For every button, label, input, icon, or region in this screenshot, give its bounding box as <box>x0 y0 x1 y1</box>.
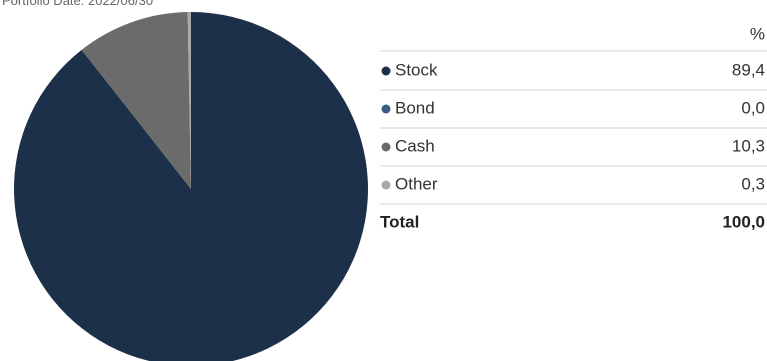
legend-marker <box>381 180 391 190</box>
total-label: Total <box>380 212 419 231</box>
value-label: 0,0 <box>741 98 765 117</box>
legend-label: Bond <box>395 98 435 117</box>
value-label: 0,3 <box>741 174 765 193</box>
pie-wedge <box>187 12 191 189</box>
pie-wedge <box>14 12 368 361</box>
legend-marker <box>381 66 391 76</box>
pie-wedge <box>81 12 191 189</box>
legend-label: Stock <box>395 60 438 79</box>
legend-label: Cash <box>395 136 435 155</box>
chart-subtitle: Portfolio Date: 2022/06/30 <box>2 0 153 8</box>
legend-label: Other <box>395 174 438 193</box>
legend-marker <box>381 104 391 114</box>
value-header: % <box>750 24 765 43</box>
legend-marker <box>381 142 391 152</box>
value-label: 10,3 <box>732 136 765 155</box>
total-value: 100,0 <box>722 212 765 231</box>
value-label: 89,4 <box>732 60 765 79</box>
